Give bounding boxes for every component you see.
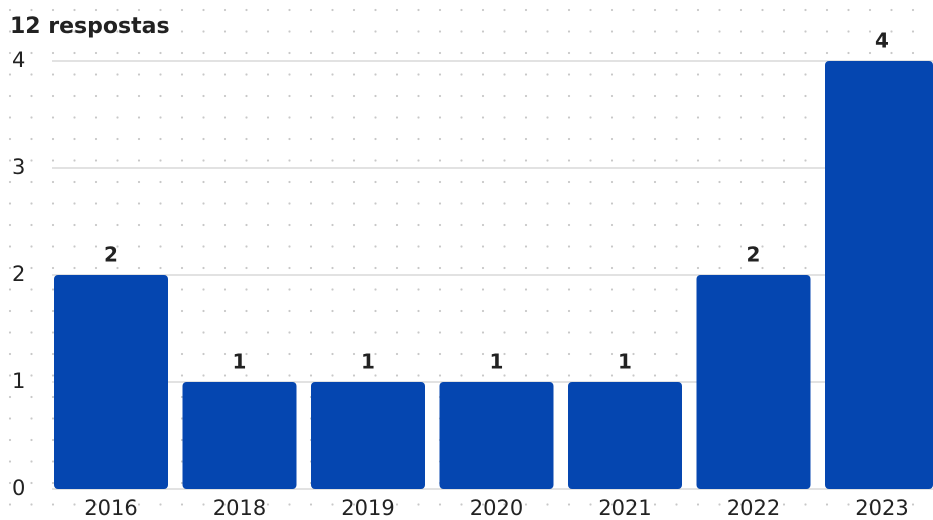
bar: [54, 275, 168, 489]
value-label: 1: [233, 350, 247, 374]
bar: [825, 61, 933, 489]
value-label: 2: [747, 243, 761, 267]
y-tick-label: 4: [12, 48, 25, 72]
bar: [182, 382, 297, 489]
value-label: 2: [104, 243, 118, 267]
bar: [696, 275, 811, 489]
y-tick-label: 3: [12, 155, 25, 179]
y-tick-label: 1: [12, 369, 25, 393]
bar: [311, 382, 425, 489]
x-tick-label: 2016: [84, 496, 137, 520]
bar: [568, 382, 682, 489]
y-tick-label: 0: [12, 476, 25, 500]
bar: [439, 382, 554, 489]
x-tick-label: 2022: [727, 496, 780, 520]
value-label: 1: [361, 350, 375, 374]
x-tick-label: 2020: [470, 496, 523, 520]
x-tick-label: 2023: [855, 496, 908, 520]
x-tick-label: 2021: [598, 496, 651, 520]
chart-title: 12 respostas: [10, 14, 170, 39]
x-tick-label: 2019: [341, 496, 394, 520]
value-label: 4: [875, 29, 889, 53]
y-tick-label: 2: [12, 262, 25, 286]
value-label: 1: [618, 350, 632, 374]
x-tick-label: 2018: [213, 496, 266, 520]
value-label: 1: [490, 350, 504, 374]
